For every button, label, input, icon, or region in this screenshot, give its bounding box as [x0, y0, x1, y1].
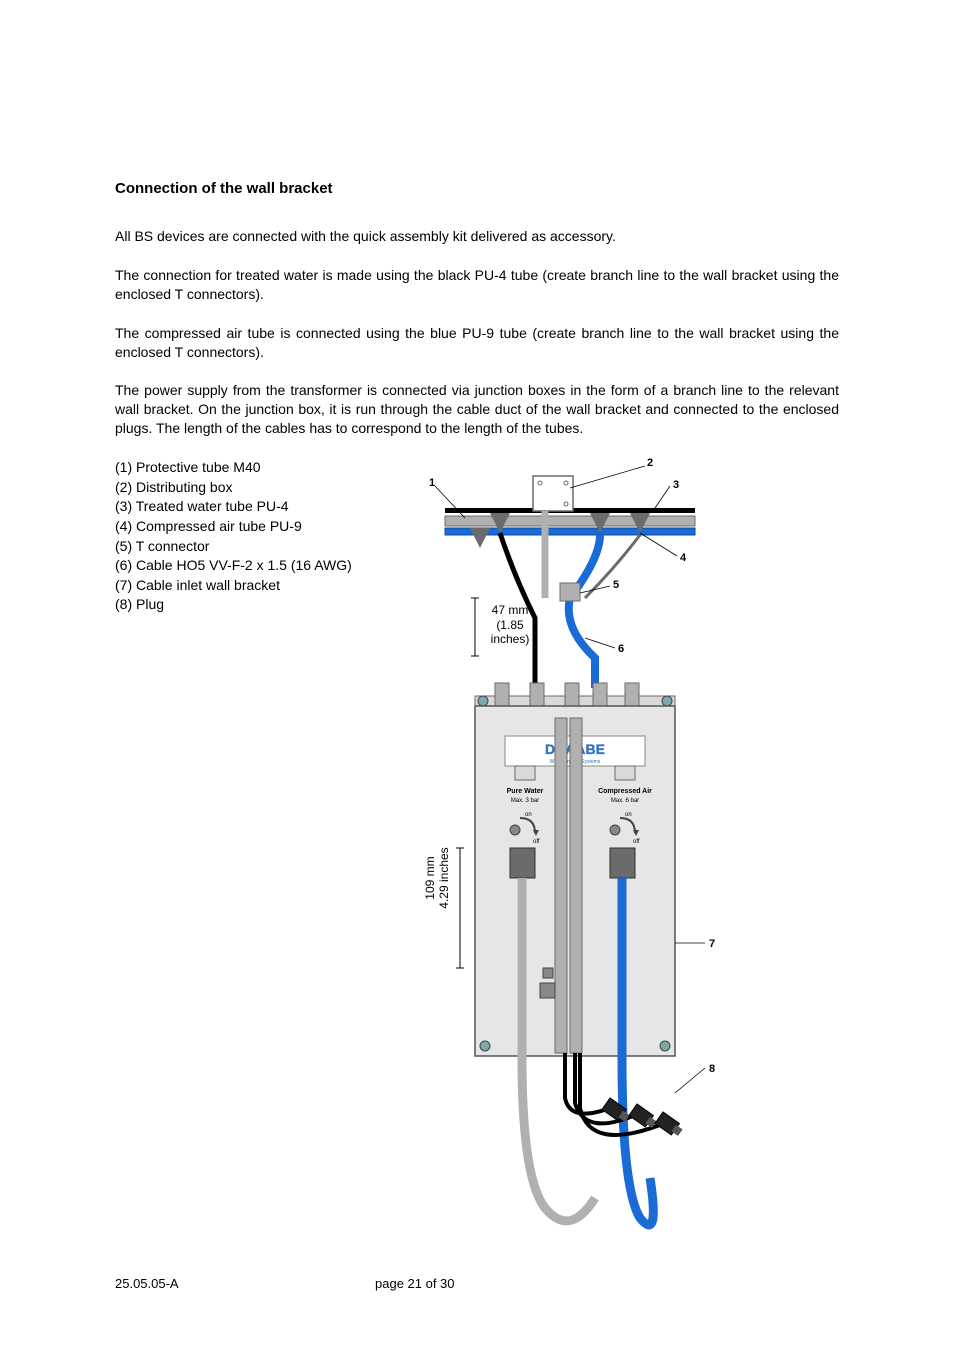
callout-2: 2	[647, 458, 653, 469]
footer-pagenum: page 21 of 30	[375, 1276, 455, 1291]
wall-bracket-diagram: DRAABE Water and Air Systems Pure Water …	[415, 458, 839, 1258]
legend-item: (7) Cable inlet wall bracket	[115, 576, 395, 596]
legend-item: (1) Protective tube M40	[115, 458, 395, 478]
panel-left-title: Pure Water	[507, 788, 544, 795]
legend-item: (4) Compressed air tube PU-9	[115, 517, 395, 537]
svg-text:off: off	[533, 839, 540, 845]
callout-4: 4	[680, 552, 687, 564]
legend-item: (2) Distributing box	[115, 478, 395, 498]
svg-text:off: off	[633, 839, 640, 845]
legend-item: (8) Plug	[115, 595, 395, 615]
footer-docnum: 25.05.05-A	[115, 1276, 375, 1291]
callout-7: 7	[709, 938, 715, 950]
callout-8: 8	[709, 1063, 715, 1075]
panel-right-title: Compressed Air	[598, 788, 652, 795]
callout-6: 6	[618, 643, 624, 655]
paragraph-4: The power supply from the transformer is…	[115, 381, 839, 438]
legend-item: (5) T connector	[115, 537, 395, 557]
paragraph-3: The compressed air tube is connected usi…	[115, 324, 839, 362]
dimension-47mm: 47 mm (1.85 inches)	[480, 603, 540, 646]
callout-3: 3	[673, 479, 679, 491]
paragraph-2: The connection for treated water is made…	[115, 266, 839, 304]
callout-1: 1	[429, 477, 435, 489]
panel-right-sub: Max. 6 bar	[611, 798, 639, 804]
callout-5: 5	[613, 579, 619, 591]
legend-list: (1) Protective tube M40 (2) Distributing…	[115, 458, 395, 1258]
page-heading: Connection of the wall bracket	[115, 180, 839, 197]
dimension-109mm: 109 mm 4.29 inches	[423, 818, 452, 938]
page-footer: 25.05.05-A page 21 of 30	[115, 1276, 839, 1291]
svg-text:on: on	[625, 812, 632, 818]
svg-text:on: on	[525, 812, 532, 818]
legend-item: (6) Cable HO5 VV-F-2 x 1.5 (16 AWG)	[115, 556, 395, 576]
legend-item: (3) Treated water tube PU-4	[115, 497, 395, 517]
panel-left-sub: Max. 3 bar	[511, 798, 539, 804]
paragraph-1: All BS devices are connected with the qu…	[115, 227, 839, 246]
